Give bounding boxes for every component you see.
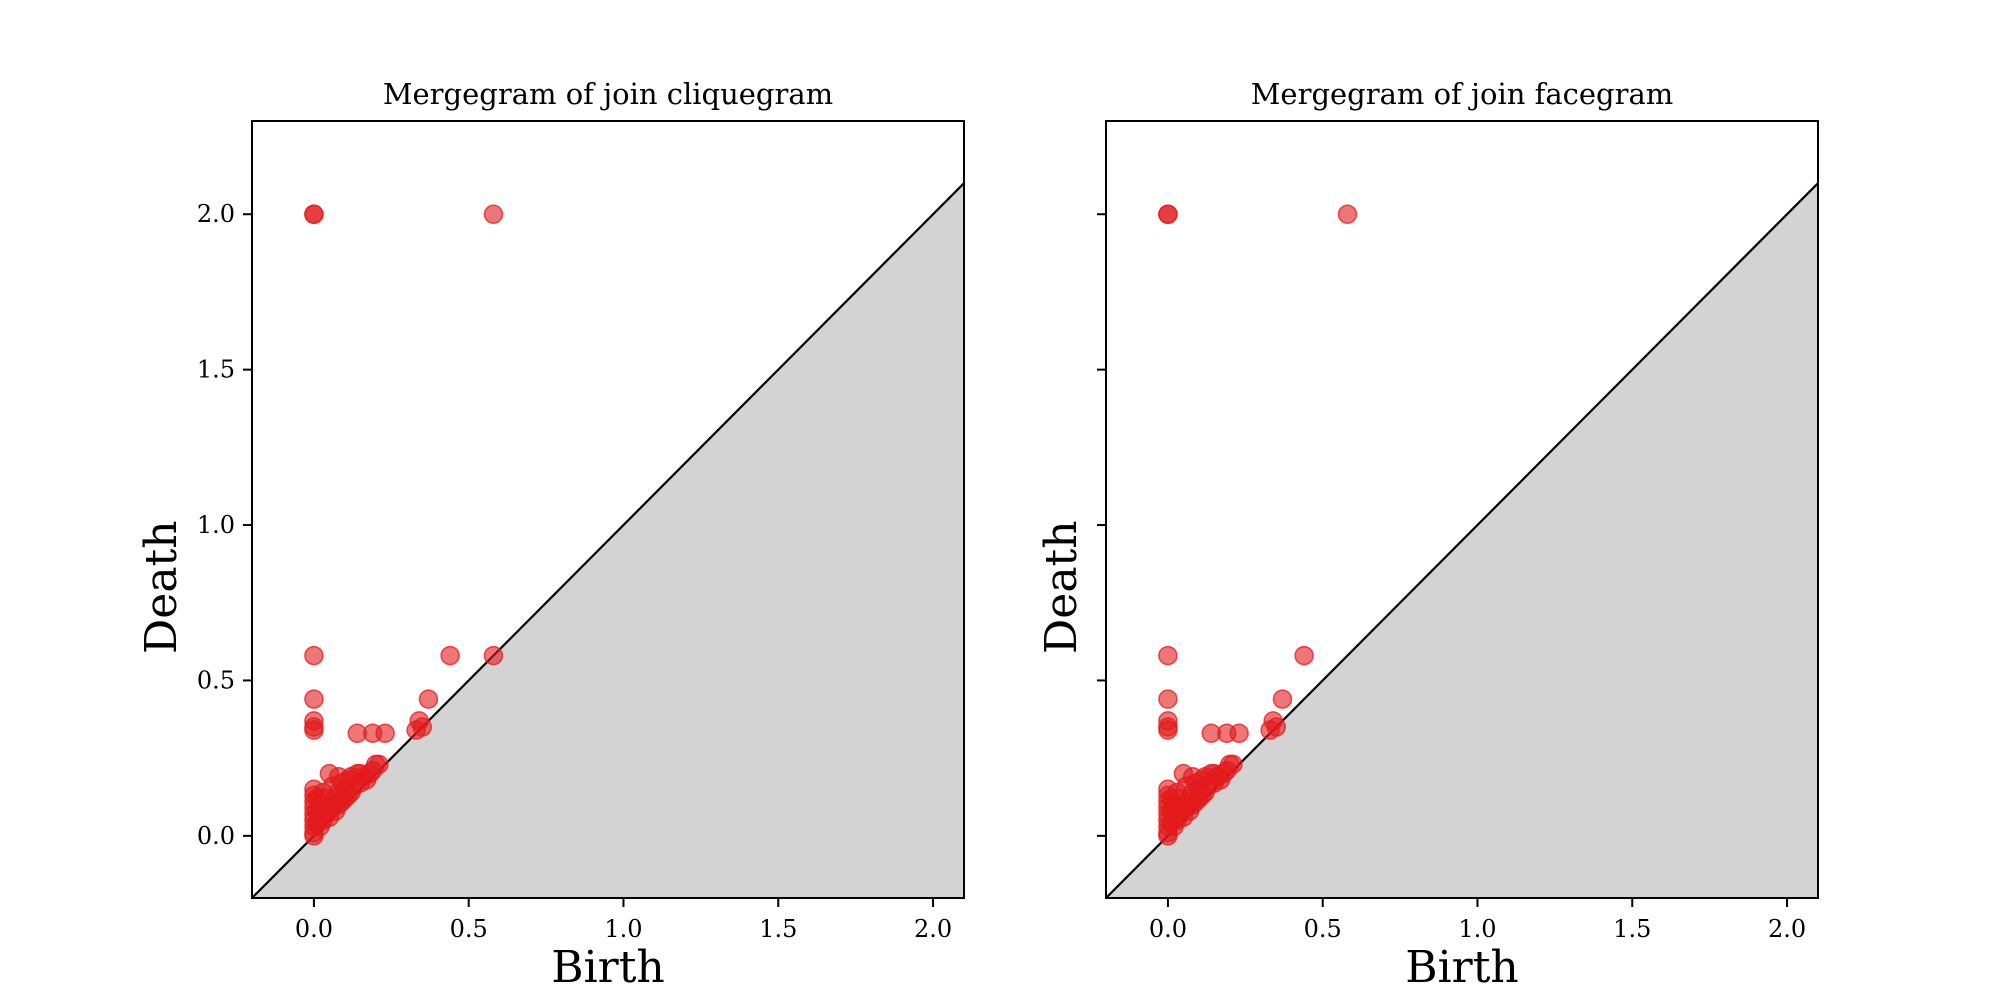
y-axis-label: Death bbox=[1036, 520, 1087, 654]
data-point-12 bbox=[304, 720, 324, 740]
x-axis-label: Birth bbox=[551, 942, 664, 993]
chart-panel-1: 0.0 0.5 1.0 1.5 2.0 0.0 0.5 1.0 1.5 2.0 Mergegram … bbox=[136, 77, 965, 993]
y-tick-label: 0.5 bbox=[197, 666, 235, 694]
data-point-17 bbox=[375, 723, 395, 744]
chart-panel-2: 0.0 0.5 1.0 1.5 2.0 Mergegram of join facegra… bbox=[1036, 77, 1819, 993]
data-point-2 bbox=[304, 204, 324, 224]
chart-title: Mergegram of join cliquegram bbox=[383, 77, 833, 111]
below-diagonal-region bbox=[252, 183, 964, 898]
x-tick-label: 0.5 bbox=[450, 915, 488, 943]
plot-area bbox=[1106, 182, 1818, 898]
y-tick-label: 1.5 bbox=[197, 356, 235, 384]
data-point-7 bbox=[304, 689, 324, 709]
x-tick-label: 1.5 bbox=[759, 915, 797, 943]
axes-frame bbox=[1105, 120, 1819, 899]
data-point-6 bbox=[483, 645, 504, 666]
plot-area bbox=[252, 182, 964, 898]
x-tick-label: 2.0 bbox=[1768, 915, 1806, 943]
axes-frame bbox=[251, 120, 965, 899]
y-axis-label: Death bbox=[136, 520, 187, 654]
data-point-14 bbox=[412, 717, 433, 737]
x-tick-label: 2.0 bbox=[914, 915, 952, 943]
data-point-65 bbox=[369, 754, 389, 775]
data-point-11 bbox=[1158, 720, 1178, 740]
data-point-5 bbox=[440, 645, 460, 666]
x-axis-label: Birth bbox=[1405, 942, 1518, 993]
data-point-4 bbox=[1158, 645, 1178, 666]
x-tick-label: 0.5 bbox=[1304, 915, 1342, 943]
data-point-8 bbox=[418, 689, 439, 709]
below-diagonal-region bbox=[1106, 183, 1818, 898]
data-point-5 bbox=[1294, 645, 1314, 666]
data-point-16 bbox=[1229, 723, 1249, 744]
x-tick-label: 1.0 bbox=[1458, 915, 1496, 943]
data-point-64 bbox=[1223, 754, 1243, 775]
data-point-2 bbox=[1158, 204, 1178, 224]
y-tick-label: 2.0 bbox=[197, 200, 235, 228]
data-point-4 bbox=[304, 645, 324, 666]
chart-title: Mergegram of join facegram bbox=[1251, 77, 1674, 111]
x-tick-label: 0.0 bbox=[295, 915, 333, 943]
y-tick-label: 0.0 bbox=[197, 822, 235, 850]
data-point-3 bbox=[1337, 204, 1358, 224]
data-point-13 bbox=[1266, 717, 1287, 737]
x-tick-label: 1.5 bbox=[1613, 915, 1651, 943]
data-point-3 bbox=[483, 204, 504, 224]
data-point-7 bbox=[1272, 689, 1293, 709]
data-point-6 bbox=[1158, 689, 1178, 709]
x-tick-label: 0.0 bbox=[1149, 915, 1187, 943]
y-tick-label: 1.0 bbox=[197, 511, 235, 539]
x-tick-label: 1.0 bbox=[604, 915, 642, 943]
